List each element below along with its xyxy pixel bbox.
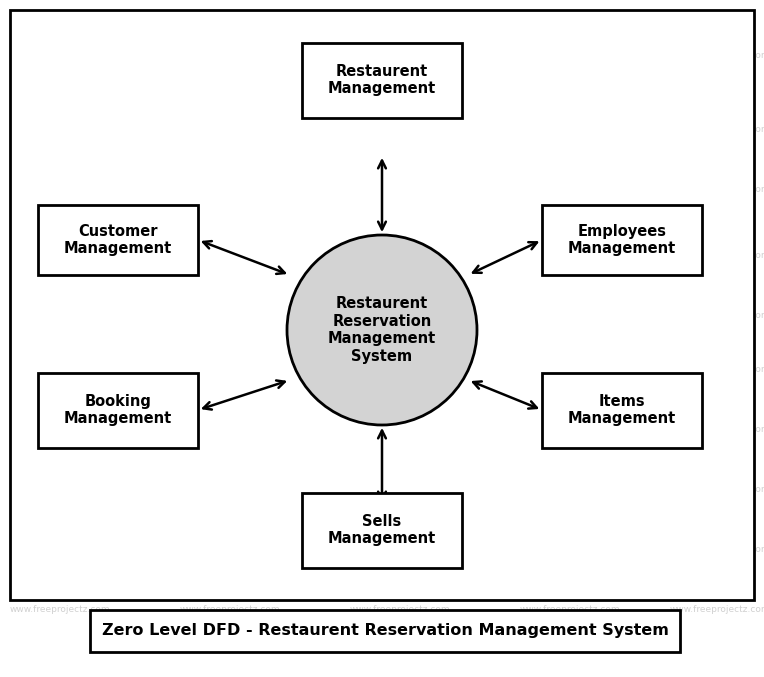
Text: Zero Level DFD - Restaurent Reservation Management System: Zero Level DFD - Restaurent Reservation … xyxy=(102,624,668,638)
Text: www.freeprojectz.com: www.freeprojectz.com xyxy=(670,546,764,554)
Bar xyxy=(542,205,702,275)
Text: www.freeprojectz.com: www.freeprojectz.com xyxy=(10,125,110,135)
Bar xyxy=(542,372,702,447)
Text: www.freeprojectz.com: www.freeprojectz.com xyxy=(670,125,764,135)
Text: www.freeprojectz.com: www.freeprojectz.com xyxy=(520,51,620,60)
Text: www.freeprojectz.com: www.freeprojectz.com xyxy=(180,426,280,435)
Text: www.freeprojectz.com: www.freeprojectz.com xyxy=(180,250,280,259)
Text: www.freeprojectz.com: www.freeprojectz.com xyxy=(180,605,280,615)
Text: www.freeprojectz.com: www.freeprojectz.com xyxy=(10,185,110,194)
Text: www.freeprojectz.com: www.freeprojectz.com xyxy=(10,605,110,615)
Text: www.freeprojectz.com: www.freeprojectz.com xyxy=(350,426,450,435)
Text: www.freeprojectz.com: www.freeprojectz.com xyxy=(520,485,620,494)
Text: www.freeprojectz.com: www.freeprojectz.com xyxy=(350,185,450,194)
Text: www.freeprojectz.com: www.freeprojectz.com xyxy=(670,51,764,60)
Text: www.freeprojectz.com: www.freeprojectz.com xyxy=(520,366,620,374)
Text: www.freeprojectz.com: www.freeprojectz.com xyxy=(520,546,620,554)
Text: www.freeprojectz.com: www.freeprojectz.com xyxy=(10,311,110,320)
Text: www.freeprojectz.com: www.freeprojectz.com xyxy=(350,366,450,374)
Text: www.freeprojectz.com: www.freeprojectz.com xyxy=(180,366,280,374)
Text: www.freeprojectz.com: www.freeprojectz.com xyxy=(350,546,450,554)
Text: www.freeprojectz.com: www.freeprojectz.com xyxy=(350,311,450,320)
Text: Restaurent
Management: Restaurent Management xyxy=(328,64,436,96)
Text: www.freeprojectz.com: www.freeprojectz.com xyxy=(350,125,450,135)
Text: www.freeprojectz.com: www.freeprojectz.com xyxy=(10,485,110,494)
Text: www.freeprojectz.com: www.freeprojectz.com xyxy=(180,485,280,494)
Text: www.freeprojectz.com: www.freeprojectz.com xyxy=(180,546,280,554)
Text: www.freeprojectz.com: www.freeprojectz.com xyxy=(350,605,450,615)
Bar xyxy=(10,10,754,600)
Text: www.freeprojectz.com: www.freeprojectz.com xyxy=(520,250,620,259)
Text: www.freeprojectz.com: www.freeprojectz.com xyxy=(350,250,450,259)
Text: Customer
Management: Customer Management xyxy=(64,224,172,256)
Text: www.freeprojectz.com: www.freeprojectz.com xyxy=(10,250,110,259)
Text: www.freeprojectz.com: www.freeprojectz.com xyxy=(10,51,110,60)
Text: www.freeprojectz.com: www.freeprojectz.com xyxy=(670,250,764,259)
Text: Sells
Management: Sells Management xyxy=(328,514,436,546)
Text: www.freeprojectz.com: www.freeprojectz.com xyxy=(350,51,450,60)
Text: Items
Management: Items Management xyxy=(568,394,676,427)
Text: www.freeprojectz.com: www.freeprojectz.com xyxy=(520,125,620,135)
Text: Booking
Management: Booking Management xyxy=(64,394,172,427)
Circle shape xyxy=(287,235,477,425)
Text: www.freeprojectz.com: www.freeprojectz.com xyxy=(670,366,764,374)
Text: www.freeprojectz.com: www.freeprojectz.com xyxy=(520,426,620,435)
Text: www.freeprojectz.com: www.freeprojectz.com xyxy=(520,605,620,615)
Text: www.freeprojectz.com: www.freeprojectz.com xyxy=(670,485,764,494)
Text: www.freeprojectz.com: www.freeprojectz.com xyxy=(350,485,450,494)
Text: www.freeprojectz.com: www.freeprojectz.com xyxy=(10,366,110,374)
Text: www.freeprojectz.com: www.freeprojectz.com xyxy=(180,51,280,60)
Text: www.freeprojectz.com: www.freeprojectz.com xyxy=(670,311,764,320)
Bar xyxy=(90,610,680,652)
Bar xyxy=(302,492,462,567)
Text: www.freeprojectz.com: www.freeprojectz.com xyxy=(180,311,280,320)
Text: www.freeprojectz.com: www.freeprojectz.com xyxy=(670,185,764,194)
Text: www.freeprojectz.com: www.freeprojectz.com xyxy=(670,426,764,435)
Bar xyxy=(302,43,462,118)
Text: Restaurent
Reservation
Management
System: Restaurent Reservation Management System xyxy=(328,297,436,364)
Text: Employees
Management: Employees Management xyxy=(568,224,676,256)
Text: www.freeprojectz.com: www.freeprojectz.com xyxy=(520,185,620,194)
Text: www.freeprojectz.com: www.freeprojectz.com xyxy=(180,125,280,135)
Bar xyxy=(38,372,198,447)
Text: www.freeprojectz.com: www.freeprojectz.com xyxy=(520,311,620,320)
Text: www.freeprojectz.com: www.freeprojectz.com xyxy=(180,185,280,194)
Bar xyxy=(38,205,198,275)
Text: www.freeprojectz.com: www.freeprojectz.com xyxy=(10,426,110,435)
Text: www.freeprojectz.com: www.freeprojectz.com xyxy=(10,546,110,554)
Text: www.freeprojectz.com: www.freeprojectz.com xyxy=(670,605,764,615)
